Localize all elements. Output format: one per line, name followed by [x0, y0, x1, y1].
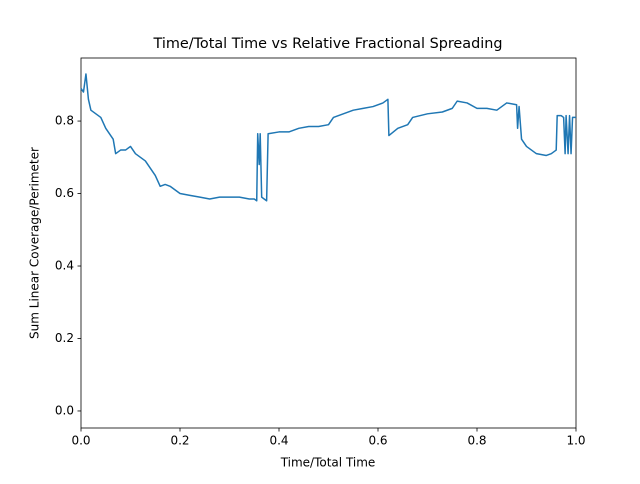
axes-frame [80, 57, 577, 429]
x-axis-label: Time/Total Time [280, 456, 376, 470]
x-tick-label: 0.4 [269, 434, 288, 448]
x-tick-label: 0.0 [71, 434, 90, 448]
x-tick-label: 0.8 [467, 434, 486, 448]
y-tick-label: 0.8 [55, 114, 74, 128]
y-tick-label: 0.6 [55, 186, 74, 200]
x-tick-label: 1.0 [566, 434, 585, 448]
y-tick-label: 0.0 [55, 403, 74, 417]
data-line [80, 73, 576, 202]
y-tick-label: 0.2 [55, 331, 74, 345]
y-axis-label: Sum Linear Coverage/Perimeter [28, 147, 42, 339]
x-tick-label: 0.6 [368, 434, 387, 448]
x-tick-label: 0.2 [170, 434, 189, 448]
chart-title: Time/Total Time vs Relative Fractional S… [153, 36, 503, 52]
y-tick-label: 0.4 [55, 259, 74, 273]
